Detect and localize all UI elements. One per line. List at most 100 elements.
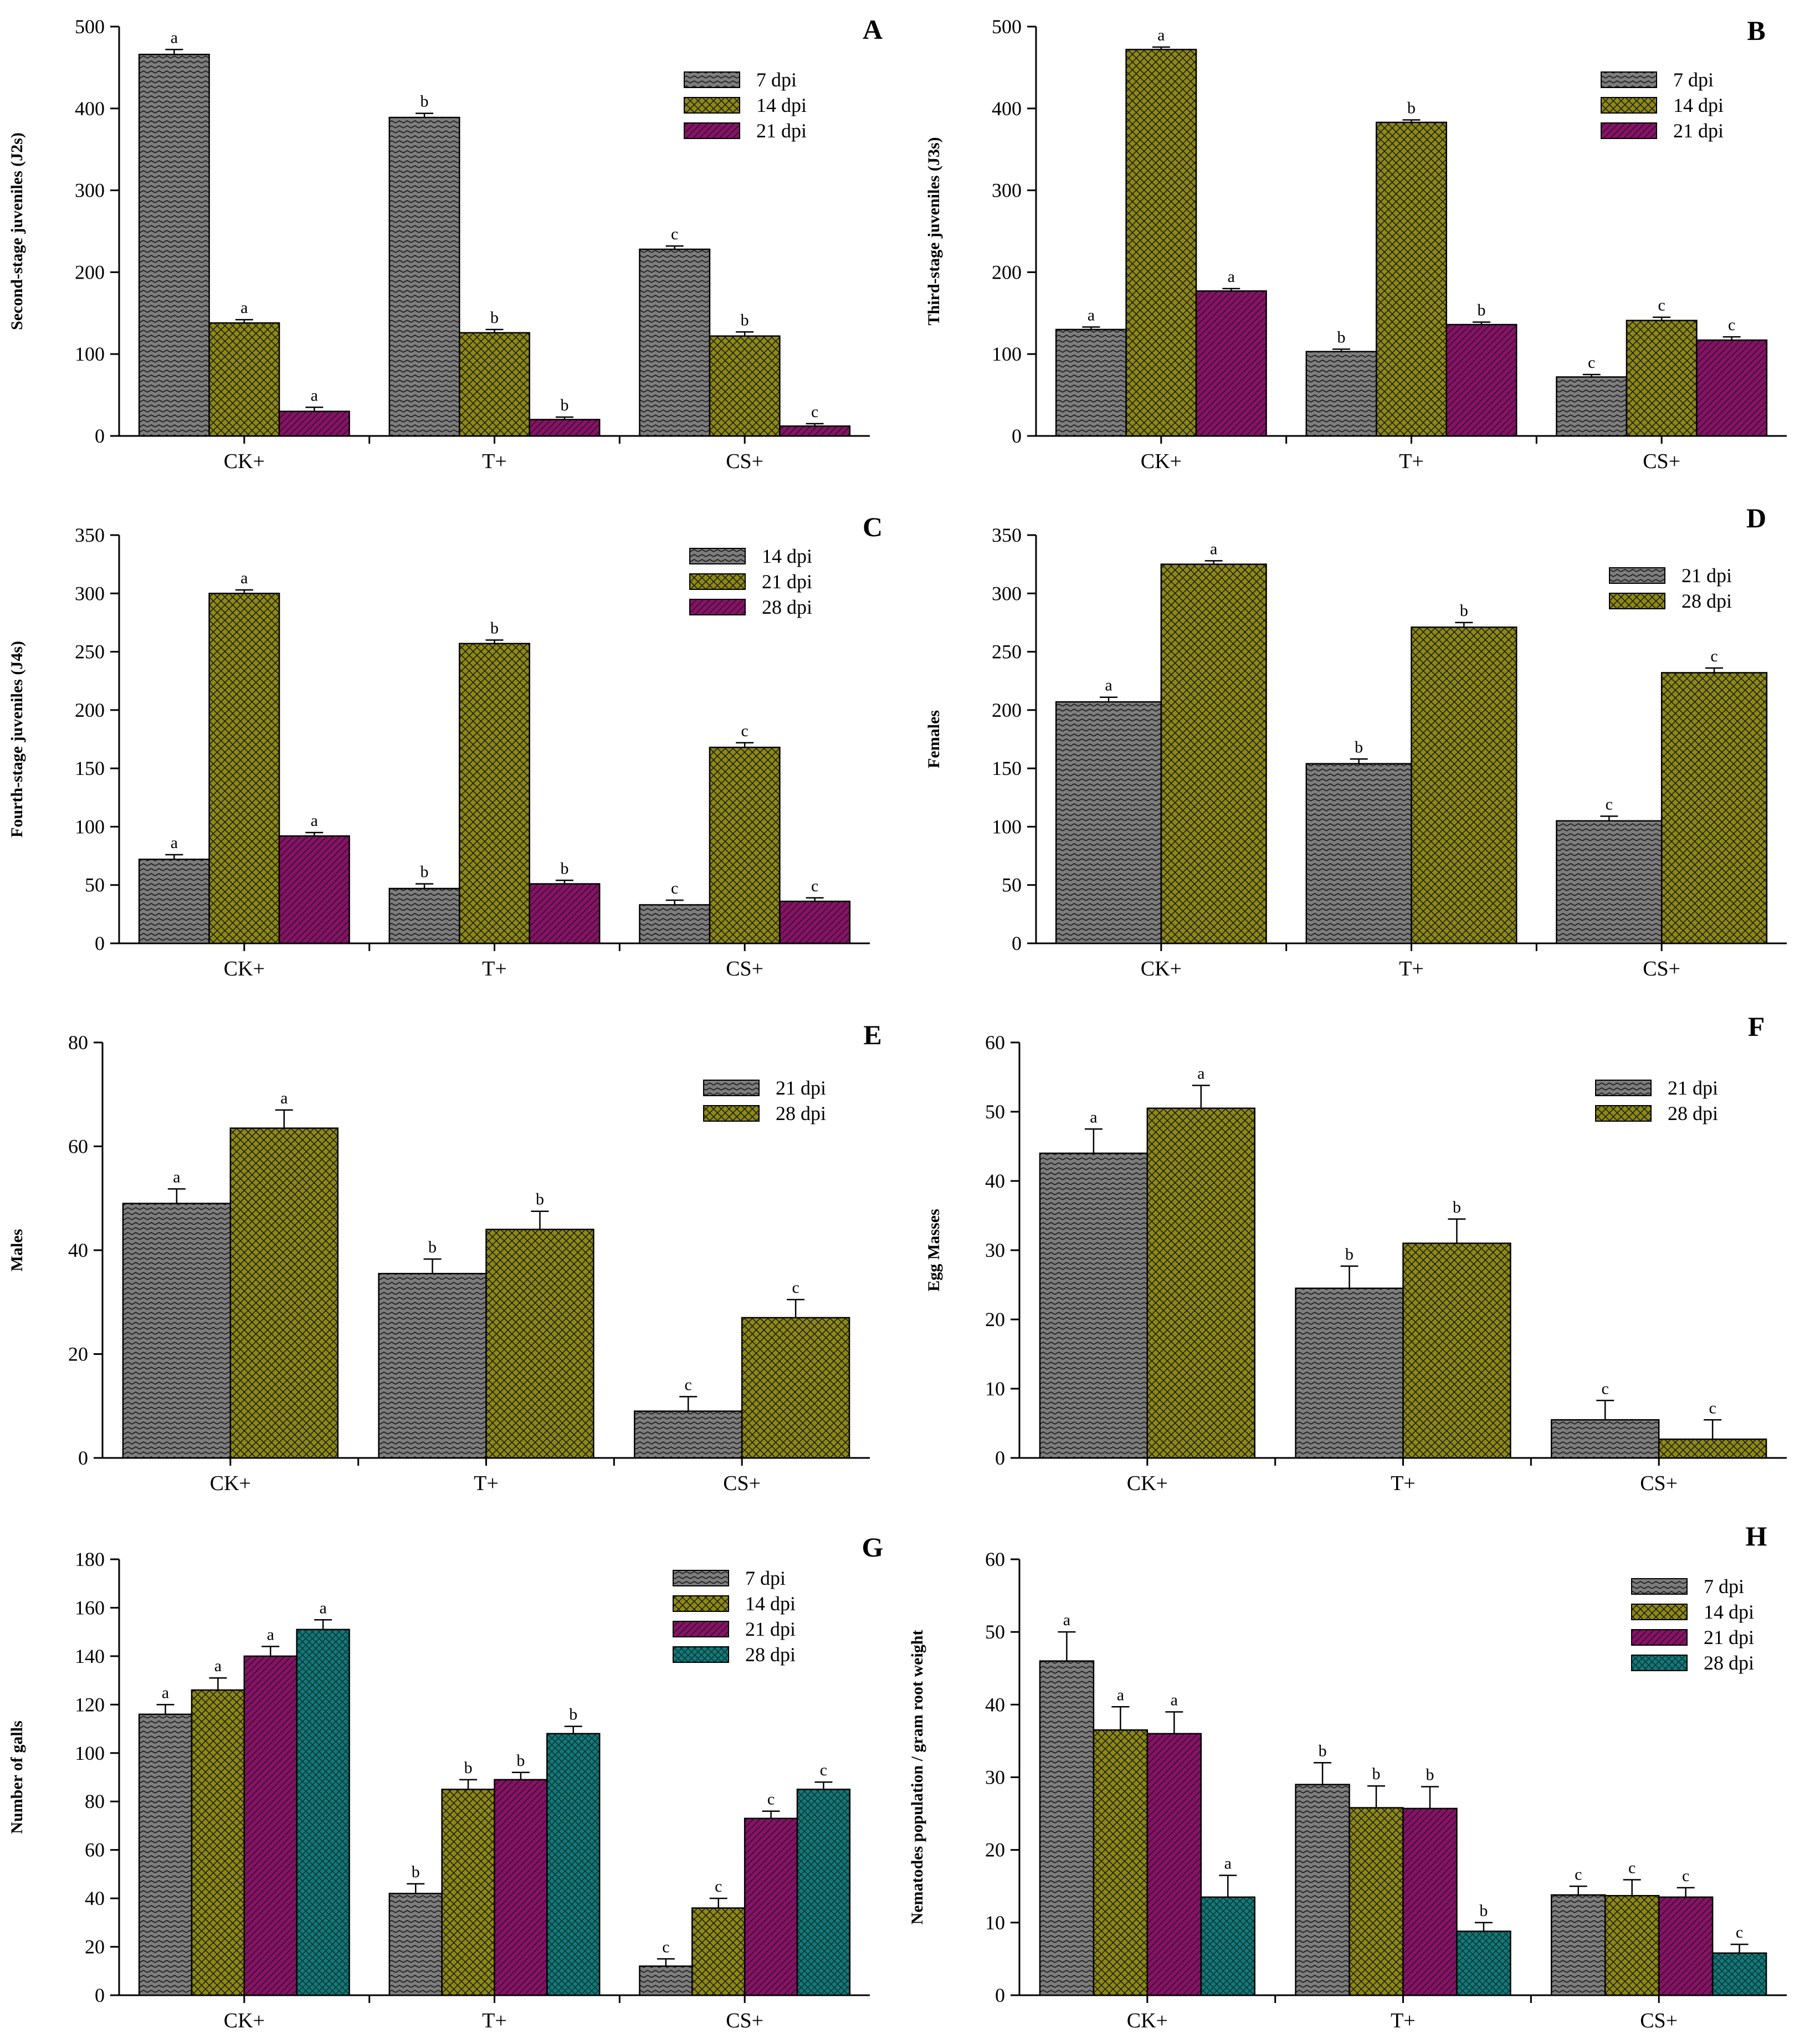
significance-letter: b [490, 309, 499, 327]
y-tick-label: 0 [78, 1447, 88, 1469]
bar [1445, 323, 1517, 437]
panel-letter: G [862, 1532, 884, 1563]
y-tick-label: 0 [1012, 425, 1022, 447]
x-category-label: CS+ [1640, 2009, 1678, 2032]
significance-letter: a [1197, 1065, 1204, 1083]
y-tick-label: 200 [992, 261, 1022, 283]
legend-label: 14 dpi [1704, 1601, 1754, 1623]
significance-letter: b [560, 859, 568, 877]
y-tick-label: 10 [985, 1912, 1005, 1934]
significance-letter: b [536, 1190, 544, 1209]
legend-swatch [1609, 593, 1665, 609]
significance-letter: c [820, 1761, 827, 1779]
x-category-label: T+ [1399, 450, 1424, 473]
significance-letter: c [1575, 1865, 1582, 1883]
y-tick-label: 60 [985, 1548, 1005, 1570]
legend-label: 7 dpi [1704, 1575, 1744, 1598]
significance-letter: a [1171, 1691, 1178, 1709]
significance-letter: b [1407, 99, 1416, 117]
bar [546, 1733, 601, 1996]
bar [639, 904, 711, 944]
bar [1093, 1729, 1149, 1996]
panel-letter: E [863, 1019, 881, 1050]
significance-letter: a [240, 299, 248, 317]
bar [1200, 1896, 1255, 1996]
x-category-label: T+ [1391, 1472, 1416, 1495]
y-tick-label: 40 [85, 1887, 105, 1909]
panel-letter: F [1748, 1011, 1765, 1042]
significance-letter: c [1736, 1923, 1743, 1941]
bar [378, 1272, 487, 1459]
legend-label: 21 dpi [745, 1618, 796, 1640]
legend-swatch [703, 1080, 760, 1096]
significance-letter: c [685, 1375, 692, 1394]
legend-swatch [673, 1646, 729, 1663]
bar [296, 1629, 350, 1996]
significance-letter: c [671, 879, 678, 897]
bar [485, 1229, 594, 1459]
bar [208, 322, 280, 437]
bar [278, 410, 350, 437]
significance-letter: a [1063, 1611, 1070, 1629]
significance-letter: c [1606, 795, 1613, 813]
y-axis-title: Second-stage juveniles (J2s) [8, 132, 26, 330]
panel-letter: A [863, 14, 883, 45]
significance-letter: b [1477, 301, 1485, 320]
bar [388, 887, 460, 944]
legend-swatch [1595, 1105, 1652, 1122]
y-axis-title: Fourth-stage juveniles (J4s) [8, 641, 26, 838]
y-tick-label: 50 [985, 1621, 1005, 1643]
bar [1604, 1895, 1660, 1996]
legend-swatch [689, 573, 746, 590]
significance-letter: c [1709, 1399, 1716, 1417]
y-tick-label: 400 [75, 97, 105, 120]
x-category-label: T+ [1399, 957, 1424, 980]
significance-letter: a [319, 1599, 326, 1617]
significance-letter: c [1658, 296, 1665, 315]
significance-letter: b [1337, 328, 1346, 346]
legend-label: 28 dpi [776, 1102, 826, 1124]
bar [1456, 1930, 1511, 1996]
bar [1160, 563, 1267, 944]
y-tick-label: 120 [75, 1693, 105, 1715]
bar [388, 1893, 443, 1996]
bar [1658, 1439, 1767, 1459]
x-category-label: T+ [1391, 2009, 1416, 2032]
x-category-label: CS+ [726, 450, 763, 473]
y-axis-title: Third-stage juveniles (J3s) [925, 137, 943, 326]
legend-swatch [1631, 1629, 1688, 1646]
y-tick-label: 350 [75, 524, 105, 546]
bar [278, 835, 350, 944]
significance-letter: b [560, 396, 568, 414]
x-category-label: CS+ [723, 1472, 761, 1495]
y-tick-label: 0 [95, 425, 105, 447]
y-tick-label: 20 [985, 1839, 1005, 1861]
panel-letter: C [863, 511, 883, 542]
significance-letter: c [1628, 1858, 1636, 1877]
y-tick-label: 50 [85, 874, 105, 896]
y-tick-label: 10 [985, 1378, 1005, 1400]
legend-swatch [1601, 97, 1657, 114]
bar [1402, 1807, 1458, 1996]
y-axis-title: Number of galls [8, 1720, 26, 1833]
bar [779, 900, 851, 944]
x-category-label: CK+ [224, 450, 265, 473]
y-tick-label: 100 [75, 1742, 105, 1764]
x-category-label: CK+ [224, 957, 265, 980]
y-tick-label: 60 [68, 1136, 88, 1158]
legend-label: 14 dpi [1673, 94, 1724, 116]
x-category-label: CS+ [1643, 957, 1680, 980]
legend-label: 7 dpi [745, 1567, 786, 1589]
significance-letter: b [1479, 1902, 1488, 1920]
legend-label: 28 dpi [1668, 1102, 1718, 1124]
significance-letter: b [412, 1863, 420, 1881]
y-tick-label: 400 [992, 97, 1022, 120]
significance-letter: b [464, 1759, 473, 1777]
bar [1696, 339, 1768, 437]
x-category-label: CK+ [1127, 1472, 1168, 1495]
bar [459, 332, 530, 437]
significance-letter: b [421, 93, 429, 111]
y-tick-label: 160 [75, 1596, 105, 1619]
bar [744, 1817, 798, 1996]
significance-letter: a [1088, 306, 1095, 324]
